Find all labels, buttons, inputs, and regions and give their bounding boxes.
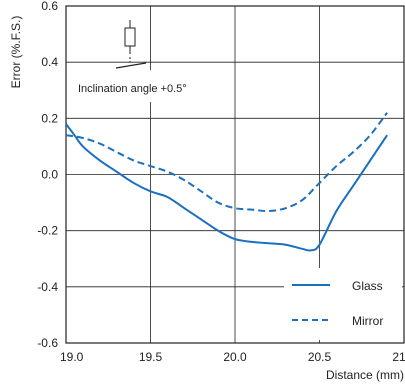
y-tick-label: 0.0 [41, 168, 58, 182]
legend-box [284, 268, 402, 340]
y-tick-label: -0.2 [37, 224, 58, 238]
sensor-diagram [115, 20, 147, 69]
series-line-mirror [65, 112, 388, 213]
x-tick-label: 20.5 [308, 350, 332, 364]
series-line-glass [65, 123, 388, 252]
tilted-target-icon [115, 62, 147, 69]
y-tick-label: 0.6 [41, 0, 58, 13]
x-tick-label: 19.0 [60, 350, 84, 364]
x-tick-label: 19.5 [139, 350, 163, 364]
sensor-body-icon [124, 27, 136, 47]
y-tick-label: 0.2 [41, 111, 58, 125]
y-axis-label: Error (%.F.S.) [9, 16, 23, 89]
legend: Glass Mirror [292, 279, 383, 328]
legend-glass-label: Glass [352, 279, 383, 293]
x-tick-label: 21.0 [392, 350, 405, 364]
annotation-box [68, 70, 206, 102]
x-tick-label: 20.0 [223, 350, 247, 364]
series-layer [65, 112, 388, 252]
x-axis-label: Distance (mm) [326, 368, 404, 382]
inclination-annotation: Inclination angle +0.5° [78, 83, 187, 95]
y-tick-label: -0.6 [37, 336, 58, 350]
y-tick-label: 0.4 [41, 55, 58, 69]
x-axis-ticks: 19.0 19.5 20.0 20.5 21.0 [60, 350, 405, 364]
legend-mirror-label: Mirror [352, 314, 383, 328]
y-tick-label: -0.4 [37, 280, 58, 294]
y-axis-ticks: 0.6 0.4 0.2 0.0 -0.2 -0.4 -0.6 [37, 0, 58, 350]
